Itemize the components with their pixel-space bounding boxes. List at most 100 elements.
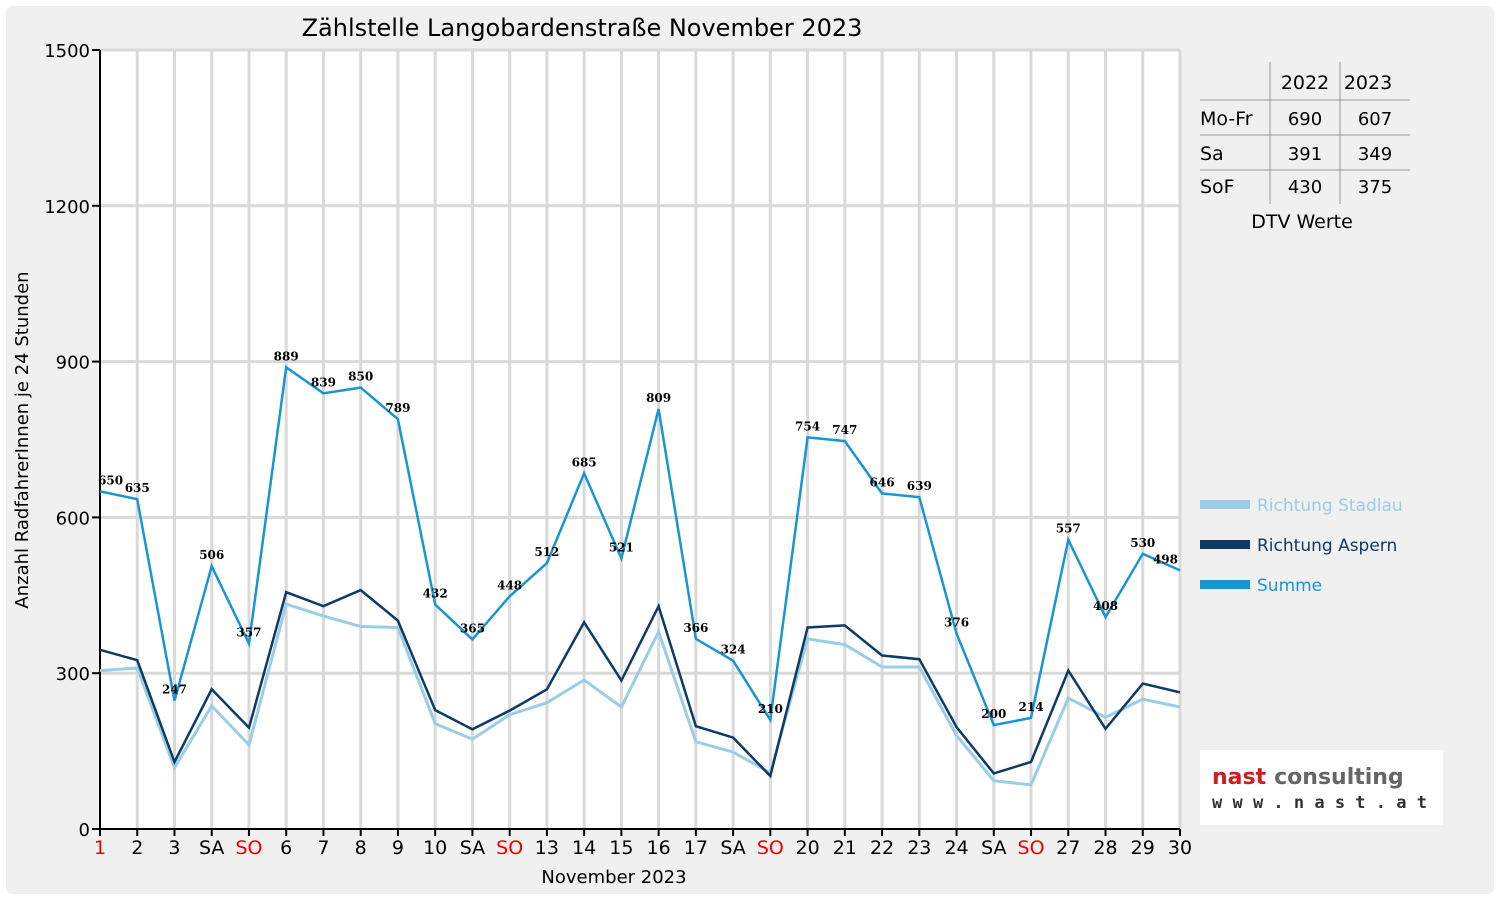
x-tick-label: 1 xyxy=(94,837,106,859)
x-tick-label: 21 xyxy=(833,837,857,859)
y-tick-label: 900 xyxy=(56,353,90,374)
table-cell: 349 xyxy=(1358,144,1392,165)
x-tick-label: 9 xyxy=(392,837,404,859)
data-label: 809 xyxy=(646,391,671,405)
logo-text: nast consulting xyxy=(1212,765,1404,790)
data-label: 432 xyxy=(423,587,448,601)
data-label: 498 xyxy=(1153,552,1178,566)
table-cell: 607 xyxy=(1358,109,1392,130)
table-cell: 375 xyxy=(1358,177,1392,198)
data-label: 448 xyxy=(497,578,522,592)
x-tick-label: 8 xyxy=(355,837,367,859)
y-tick-label: 300 xyxy=(56,664,90,685)
data-label: 357 xyxy=(236,626,261,640)
table-row-label: Mo-Fr xyxy=(1200,108,1253,130)
x-tick-label: 17 xyxy=(684,837,708,859)
dtv-table: 2022 2023 Mo-Fr 690 607 Sa 391 349 SoF 4… xyxy=(1200,62,1410,233)
table-cell: 391 xyxy=(1288,144,1322,165)
x-tick-label: SA xyxy=(981,837,1006,859)
table-row-label: Sa xyxy=(1200,143,1224,165)
data-label: 639 xyxy=(907,479,932,493)
data-label: 850 xyxy=(348,370,373,384)
y-axis-label: Anzahl RadfahrerInnen je 24 Stunden xyxy=(12,271,33,608)
x-tick-label: 27 xyxy=(1056,837,1080,859)
data-label: 512 xyxy=(534,545,559,559)
x-tick-label: 2 xyxy=(131,837,143,859)
data-label: 557 xyxy=(1056,522,1081,536)
chart-title: Zählstelle Langobardenstraße November 20… xyxy=(302,14,863,42)
x-tick-label: SO xyxy=(235,837,262,859)
x-tick-label: SA xyxy=(720,837,745,859)
series-line-1 xyxy=(99,602,1181,787)
x-tick-label: SO xyxy=(1018,837,1045,859)
data-label: 214 xyxy=(1019,700,1044,714)
x-tick-label: 24 xyxy=(944,837,968,859)
x-tick-label: 16 xyxy=(647,837,671,859)
x-tick-label: 22 xyxy=(870,837,894,859)
legend-label: Richtung Stadlau xyxy=(1257,496,1403,516)
logo-name-part1: nast xyxy=(1212,765,1267,790)
table-cell: 430 xyxy=(1288,177,1322,198)
y-tick-label: 1500 xyxy=(44,41,90,62)
table-cell: 690 xyxy=(1288,109,1322,130)
data-label: 646 xyxy=(870,476,895,490)
plot-area xyxy=(100,50,1180,829)
data-label: 789 xyxy=(385,401,410,415)
y-tick-label: 0 xyxy=(79,820,90,841)
data-label: 839 xyxy=(311,375,336,389)
x-tick-label: 7 xyxy=(317,837,329,859)
x-tick-label: 15 xyxy=(609,837,633,859)
data-label: 365 xyxy=(460,621,485,635)
x-tick-label: 3 xyxy=(168,837,180,859)
x-tick-label: 13 xyxy=(535,837,559,859)
legend-label: Richtung Aspern xyxy=(1257,536,1397,556)
data-label: 324 xyxy=(721,643,746,657)
x-tick-label: 14 xyxy=(572,837,596,859)
x-tick-label: 30 xyxy=(1168,837,1192,859)
x-tick-label: SA xyxy=(199,837,224,859)
x-tick-label: SA xyxy=(460,837,485,859)
logo-background xyxy=(1200,750,1443,825)
logo-name-part2: consulting xyxy=(1274,765,1404,790)
data-label: 747 xyxy=(832,423,857,437)
y-tick-label: 600 xyxy=(56,508,90,529)
x-axis-label: November 2023 xyxy=(541,867,686,888)
x-tick-label: 6 xyxy=(280,837,292,859)
data-label: 210 xyxy=(758,702,783,716)
series-lines xyxy=(99,365,1181,787)
x-tick-label: SO xyxy=(757,837,784,859)
table-header-2022: 2022 xyxy=(1281,72,1329,94)
data-label: 366 xyxy=(683,621,708,635)
series-line-3 xyxy=(99,365,1181,727)
nast-consulting-logo: nast consulting w w w . n a s t . a t xyxy=(1200,750,1443,825)
table-row-label: SoF xyxy=(1200,176,1235,198)
data-label: 754 xyxy=(795,419,820,433)
x-tick-label: 10 xyxy=(423,837,447,859)
x-tick-label: 20 xyxy=(795,837,819,859)
table-header-2023: 2023 xyxy=(1344,72,1392,94)
series-line-2 xyxy=(99,588,1181,779)
table-caption: DTV Werte xyxy=(1251,211,1353,233)
x-tick-labels: 1 2 3 SA SO 6 7 8 9 10 SA SO 13 14 15 16 17 SA SO 20 21 22 23 2… xyxy=(94,829,1192,859)
logo-url: w w w . n a s t . a t xyxy=(1212,793,1427,813)
data-label: 650 xyxy=(98,473,123,487)
data-label: 889 xyxy=(274,349,299,363)
x-tick-label: 28 xyxy=(1093,837,1117,859)
legend-swatch xyxy=(1200,540,1250,549)
data-label: 408 xyxy=(1093,599,1118,613)
x-tick-label: 29 xyxy=(1131,837,1155,859)
y-tick-labels: 0 300 600 900 1200 1500 xyxy=(44,41,100,841)
data-label: 506 xyxy=(199,548,224,562)
data-label: 685 xyxy=(572,455,597,469)
data-label: 376 xyxy=(944,616,969,630)
data-label: 530 xyxy=(1130,536,1155,550)
x-tick-label: SO xyxy=(496,837,523,859)
legend-swatch xyxy=(1200,500,1250,509)
data-label: 521 xyxy=(609,540,634,554)
legend-swatch xyxy=(1200,580,1250,589)
data-label: 635 xyxy=(125,481,150,495)
legend-label: Summe xyxy=(1257,576,1322,596)
legend: Richtung Stadlau Richtung Aspern Summe xyxy=(1200,496,1403,596)
